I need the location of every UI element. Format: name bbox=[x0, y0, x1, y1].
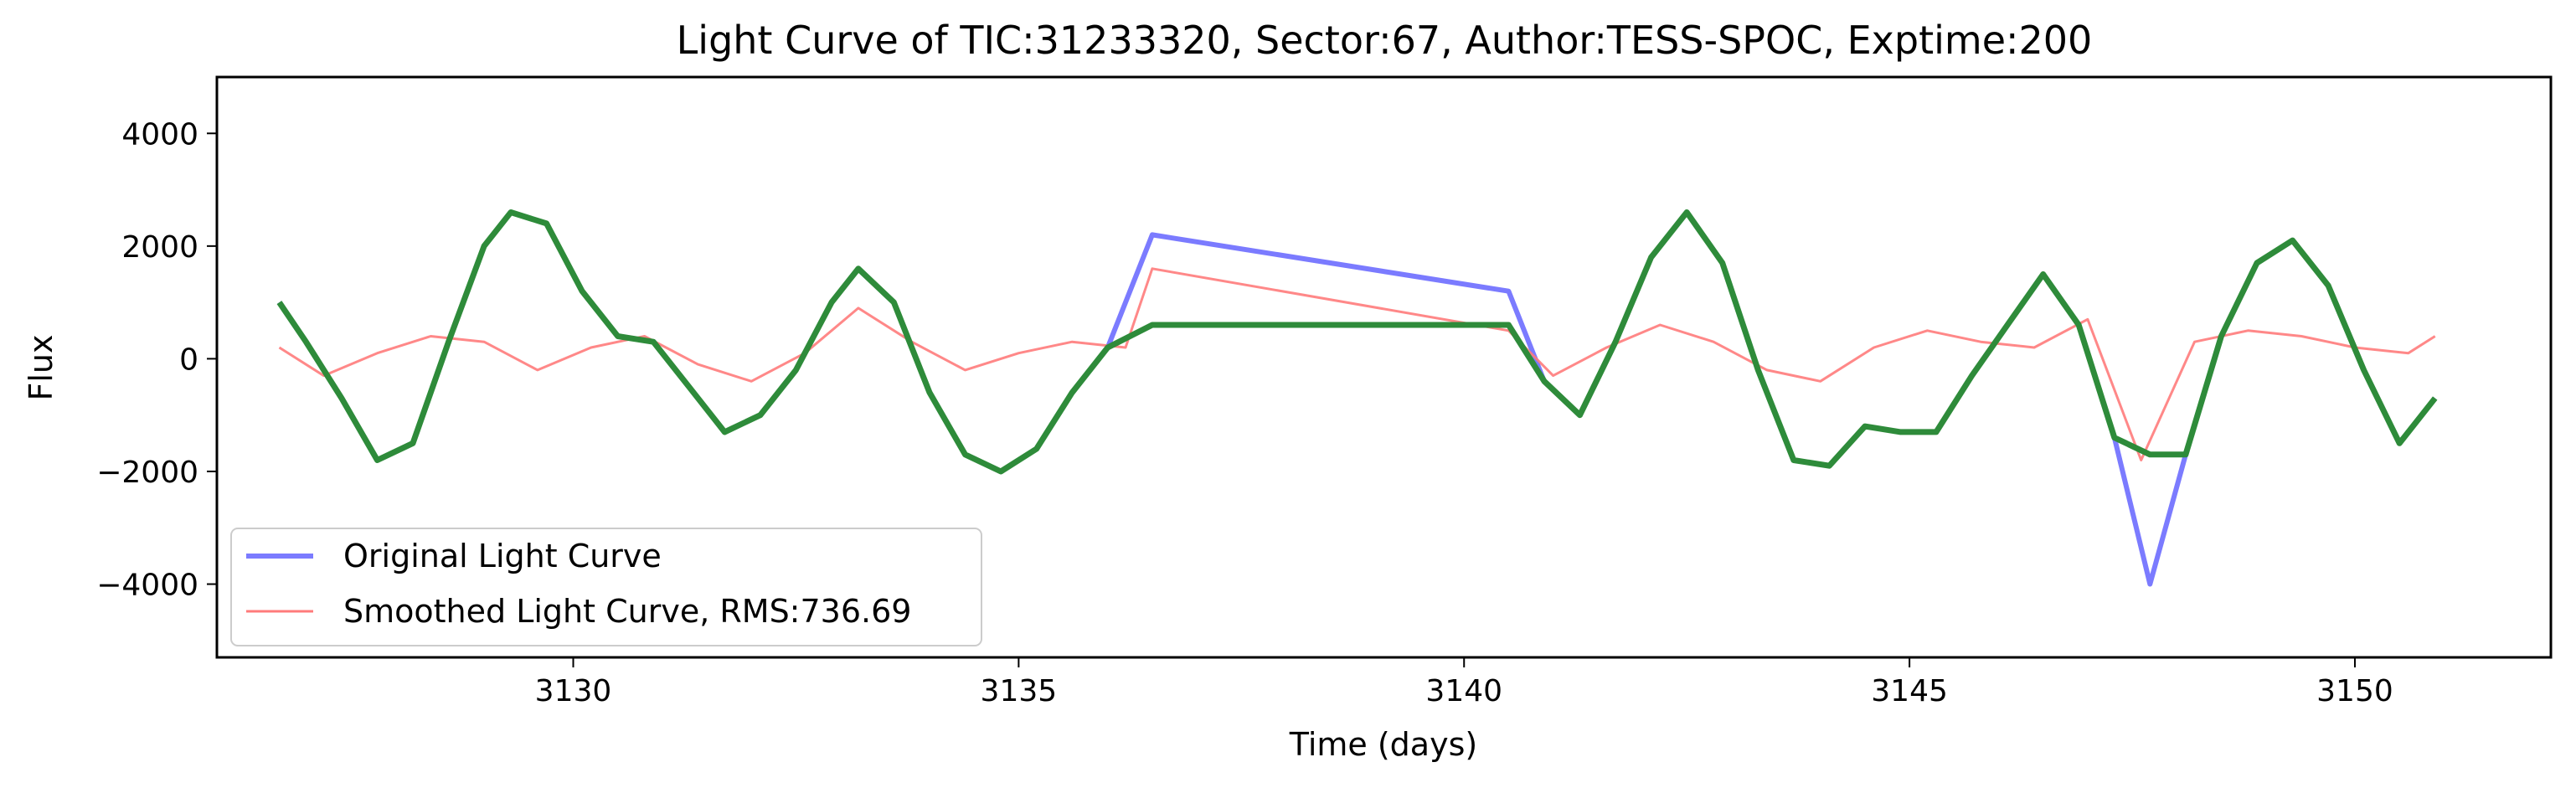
y-tick-label: 4000 bbox=[121, 117, 198, 152]
y-axis: −4000 −2000 0 2000 4000 bbox=[96, 117, 217, 603]
legend-label-original: Original Light Curve bbox=[343, 538, 662, 574]
y-tick-label: 0 bbox=[179, 342, 198, 377]
legend: Original Light Curve Smoothed Light Curv… bbox=[230, 528, 982, 646]
chart-title: Light Curve of TIC:31233320, Sector:67, … bbox=[677, 18, 2093, 63]
y-axis-label: Flux bbox=[23, 335, 59, 401]
y-tick-label: 2000 bbox=[121, 230, 198, 265]
x-axis-label: Time (days) bbox=[1289, 726, 1477, 763]
x-tick-label: 3145 bbox=[1871, 674, 1948, 708]
legend-label-smoothed: Smoothed Light Curve, RMS:736.69 bbox=[343, 593, 911, 630]
x-tick-label: 3140 bbox=[1425, 674, 1502, 708]
smoothed-light-curve-line bbox=[278, 267, 2436, 461]
x-tick-label: 3130 bbox=[535, 674, 612, 708]
plot-area bbox=[215, 75, 2553, 659]
x-tick-label: 3150 bbox=[2316, 674, 2393, 708]
y-tick-label: −4000 bbox=[96, 569, 198, 603]
y-tick-label: −2000 bbox=[96, 456, 198, 490]
plot-frame bbox=[215, 75, 2553, 659]
x-axis: 3130 3135 3140 3145 3150 bbox=[535, 657, 2393, 708]
legend-box bbox=[230, 528, 982, 646]
trend-curve-line bbox=[276, 209, 2438, 475]
x-tick-label: 3135 bbox=[981, 674, 1058, 708]
series-layer bbox=[276, 209, 2438, 587]
